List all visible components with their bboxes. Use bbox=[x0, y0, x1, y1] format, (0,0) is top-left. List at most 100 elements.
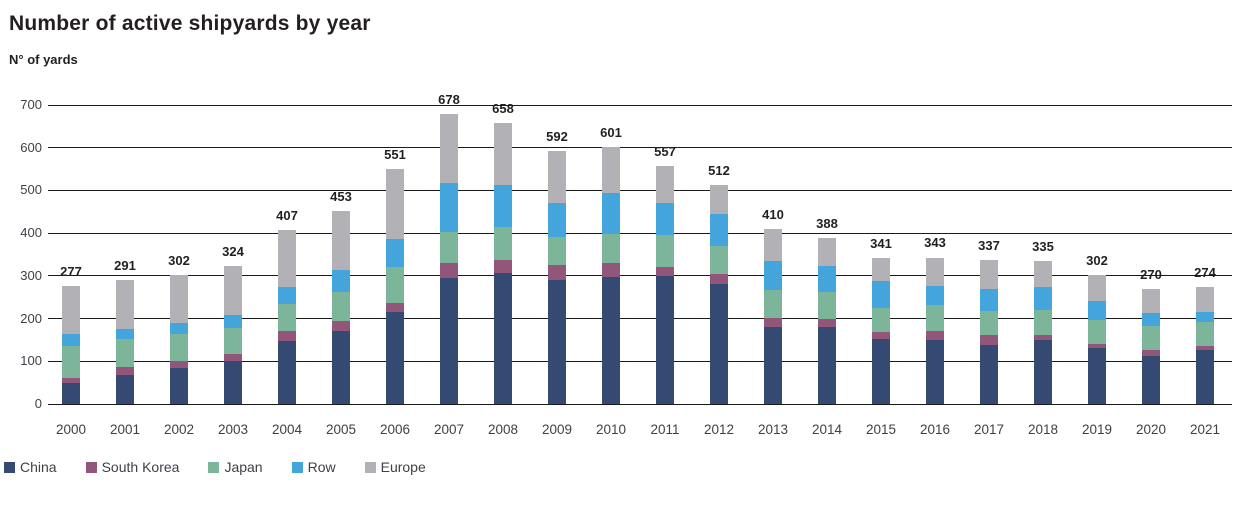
bar-total-label-2019: 302 bbox=[1086, 253, 1108, 268]
bar-total-label-2013: 410 bbox=[762, 206, 784, 222]
bar-segment-europe-2015 bbox=[872, 258, 890, 282]
y-tick-label: 400 bbox=[20, 225, 42, 241]
legend-label: Japan bbox=[224, 459, 263, 475]
bar-segment-japan-2014 bbox=[818, 292, 836, 319]
bar-segment-row-2008 bbox=[494, 184, 512, 227]
bar-segment-europe-2008 bbox=[494, 122, 512, 185]
x-tick-label-2011: 2011 bbox=[650, 422, 680, 437]
bar-segment-europe-2016 bbox=[926, 257, 944, 286]
bar-total-label-2004: 407 bbox=[276, 208, 298, 224]
bar-segment-japan-2011 bbox=[656, 234, 674, 268]
bar-total-label-2002: 302 bbox=[168, 253, 190, 268]
bar-segment-row-2017 bbox=[980, 288, 998, 312]
bar-segment-row-2005 bbox=[332, 270, 350, 293]
gridline-y100 bbox=[48, 360, 1232, 362]
legend: China South Korea Japan Row Europe bbox=[4, 459, 426, 475]
legend-swatch-icon bbox=[85, 461, 97, 473]
bar-segment-china-2008 bbox=[494, 272, 512, 404]
bar-segment-europe-2009 bbox=[548, 151, 566, 204]
bar-segment-china-2010 bbox=[602, 276, 620, 404]
bar-segment-south-korea-2011 bbox=[656, 267, 674, 277]
bar-segment-japan-2019 bbox=[1088, 319, 1106, 344]
x-tick-label-2014: 2014 bbox=[811, 422, 843, 437]
gridline-y600 bbox=[48, 147, 1232, 149]
bar-total-label-2006: 551 bbox=[384, 146, 406, 162]
bar-segment-europe-2021 bbox=[1196, 286, 1214, 312]
bar-segment-europe-2017 bbox=[980, 260, 998, 289]
bar-segment-europe-2007 bbox=[440, 114, 458, 183]
bar-segment-south-korea-2002 bbox=[170, 361, 188, 369]
y-tick-label: 500 bbox=[20, 182, 42, 198]
bar-segment-row-2020 bbox=[1142, 313, 1160, 327]
bar-total-label-2015: 341 bbox=[870, 236, 892, 252]
legend-item-china: China bbox=[4, 459, 57, 475]
legend-swatch-icon bbox=[4, 461, 15, 473]
bar-segment-europe-2006 bbox=[386, 168, 404, 240]
gridline-y400 bbox=[48, 232, 1232, 234]
legend-label: South Korea bbox=[101, 459, 180, 475]
bar-segment-south-korea-2013 bbox=[764, 317, 782, 328]
bar-segment-china-2004 bbox=[278, 341, 296, 404]
bar-segment-china-2013 bbox=[764, 327, 782, 404]
bar-segment-china-2011 bbox=[656, 276, 674, 404]
bar-segment-south-korea-2004 bbox=[278, 330, 296, 342]
y-tick-label: 100 bbox=[20, 353, 42, 369]
bar-segment-south-korea-2015 bbox=[872, 332, 890, 340]
bar-segment-south-korea-2018 bbox=[1034, 335, 1052, 341]
x-tick-label-2004: 2004 bbox=[271, 422, 303, 437]
x-tick-label-2015: 2015 bbox=[865, 422, 897, 437]
bar-segment-south-korea-2000 bbox=[62, 377, 80, 383]
bar-segment-europe-2013 bbox=[764, 228, 782, 262]
bar-total-label-2000: 277 bbox=[60, 263, 82, 279]
legend-swatch-icon bbox=[291, 461, 303, 473]
bar-segment-china-2017 bbox=[980, 345, 998, 404]
y-tick-label: 600 bbox=[20, 139, 42, 155]
bar-segment-china-2020 bbox=[1142, 355, 1160, 404]
bar-segment-china-2006 bbox=[386, 311, 404, 404]
bar-total-label-2008: 658 bbox=[492, 100, 514, 116]
bar-total-label-2009: 592 bbox=[546, 129, 568, 145]
bar-total-label-2011: 557 bbox=[654, 144, 676, 160]
bar-segment-china-2018 bbox=[1034, 340, 1052, 404]
bar-total-label-2007: 678 bbox=[438, 92, 460, 108]
bar-segment-japan-2005 bbox=[332, 292, 350, 322]
bar-segment-south-korea-2007 bbox=[440, 262, 458, 278]
bar-segment-europe-2010 bbox=[602, 147, 620, 193]
x-tick-label-2017: 2017 bbox=[973, 422, 1005, 437]
legend-item-row: Row bbox=[291, 459, 336, 475]
x-tick-label-2013: 2013 bbox=[757, 422, 789, 437]
bar-segment-row-2000 bbox=[62, 334, 80, 347]
legend-item-japan: Japan bbox=[208, 459, 263, 475]
bar-segment-south-korea-2016 bbox=[926, 331, 944, 340]
bar-segment-south-korea-2010 bbox=[602, 263, 620, 277]
bar-segment-europe-2011 bbox=[656, 166, 674, 203]
bar-segment-row-2010 bbox=[602, 192, 620, 234]
y-tick-label: 200 bbox=[20, 310, 42, 326]
gridline-y700 bbox=[48, 104, 1232, 106]
bar-segment-row-2007 bbox=[440, 182, 458, 233]
bar-segment-china-2000 bbox=[62, 382, 80, 404]
bar-segment-europe-2005 bbox=[332, 210, 350, 271]
gridline-y200 bbox=[48, 318, 1232, 320]
bar-segment-china-2005 bbox=[332, 330, 350, 404]
bar-segment-row-2006 bbox=[386, 239, 404, 268]
y-tick-label: 0 bbox=[34, 396, 42, 411]
legend-swatch-icon bbox=[208, 461, 220, 473]
bar-segment-japan-2021 bbox=[1196, 322, 1214, 347]
bar-total-label-2014: 388 bbox=[816, 216, 838, 232]
x-tick-label-2016: 2016 bbox=[919, 422, 951, 437]
x-tick-label-2003: 2003 bbox=[217, 422, 249, 437]
x-tick-label-2021: 2021 bbox=[1189, 422, 1221, 437]
bar-segment-row-2015 bbox=[872, 281, 890, 309]
bar-segment-row-2012 bbox=[710, 214, 728, 246]
bar-total-label-2017: 337 bbox=[978, 238, 1000, 254]
bar-segment-europe-2012 bbox=[710, 185, 728, 215]
bar-segment-japan-2008 bbox=[494, 226, 512, 260]
bar-total-label-2005: 453 bbox=[330, 188, 352, 204]
bar-segment-china-2016 bbox=[926, 339, 944, 404]
bar-segment-china-2019 bbox=[1088, 348, 1106, 404]
bar-segment-europe-2014 bbox=[818, 238, 836, 267]
x-tick-label-2019: 2019 bbox=[1081, 422, 1113, 437]
gridline-y0 bbox=[48, 403, 1232, 405]
